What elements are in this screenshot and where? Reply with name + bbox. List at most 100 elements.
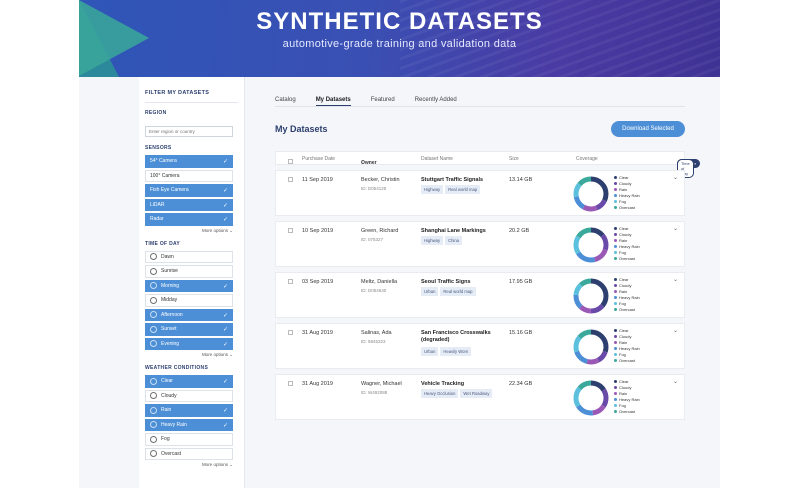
chevron-down-icon[interactable]: ⌄	[672, 226, 678, 232]
dataset-name[interactable]: Stuttgart Traffic Signals	[421, 177, 484, 183]
dataset-size: 20.2 GB	[509, 228, 530, 234]
donut-segment	[573, 227, 609, 263]
legend-item: Fog	[614, 250, 640, 256]
legend-item: Fog	[614, 301, 640, 307]
dataset-name[interactable]: San Francisco Crosswalks (degraded)	[421, 330, 491, 343]
weather-option-heavy-rain[interactable]: Heavy Rain ✓	[145, 418, 233, 431]
legend-item: Heavy Rain	[614, 193, 640, 199]
banner-title: SYNTHETIC DATASETS	[256, 8, 543, 35]
sensor-option-radar[interactable]: Radar ✓	[145, 213, 233, 226]
row-checkbox[interactable]	[288, 330, 293, 337]
chevron-down-icon[interactable]: ⌄	[672, 175, 678, 181]
more-options-weather[interactable]: More options ⌄	[145, 462, 233, 468]
legend-dot	[614, 251, 617, 255]
midday-icon	[150, 296, 157, 304]
legend-label: Cloudy	[619, 181, 632, 186]
row-checkbox[interactable]	[288, 177, 293, 184]
option-label: Midday	[161, 297, 178, 304]
dataset-tag: Wet Roadway	[460, 389, 493, 398]
chevron-down-icon[interactable]: ⌄	[672, 277, 678, 283]
weather-option-overcast[interactable]: Overcast	[145, 447, 233, 460]
row-checkbox[interactable]	[288, 228, 293, 235]
legend-item: Fog	[614, 352, 640, 358]
legend-dot	[614, 278, 617, 282]
check-icon: ✓	[222, 327, 228, 333]
legend-item: Overcast	[614, 205, 640, 211]
option-label: Overcast	[161, 450, 182, 457]
weather-option-rain[interactable]: Rain ✓	[145, 404, 233, 417]
chevron-down-icon[interactable]: ⌄	[672, 328, 678, 334]
time-option-morning[interactable]: Morning ✓	[145, 279, 233, 292]
weather-option-cloudy[interactable]: Cloudy	[145, 389, 233, 402]
legend-dot	[614, 341, 617, 345]
dataset-tag: Real world map	[445, 185, 481, 194]
time-option-midday[interactable]: Midday	[145, 294, 233, 307]
sensor-option-fish-eye-camera[interactable]: Fish Eye Camera ✓	[145, 184, 233, 197]
sensor-option-54-camera[interactable]: 54° Camera ✓	[145, 155, 233, 168]
legend-item: Heavy Rain	[614, 244, 640, 250]
region-input[interactable]	[145, 126, 233, 137]
legend-dot	[614, 188, 617, 192]
more-options-time[interactable]: More options ⌄	[145, 352, 233, 358]
time-option-afternoon[interactable]: Afternoon ✓	[145, 308, 233, 321]
weather-option-clear[interactable]: Clear ✓	[145, 375, 233, 388]
row-checkbox[interactable]	[288, 279, 293, 286]
time-option-evening[interactable]: Evening ✓	[145, 337, 233, 350]
table-row[interactable]: 31 Aug 2019 Wagner, Michael ID: W492088 Veh…	[275, 374, 685, 420]
tab-my-datasets[interactable]: My Datasets	[315, 97, 351, 106]
legend-item: Heavy Rain	[614, 397, 640, 403]
tab-catalog[interactable]: Catalog	[275, 97, 296, 103]
coverage-donut-chart	[573, 329, 609, 365]
check-icon: ✓	[222, 341, 228, 348]
legend-label: Fog	[619, 250, 626, 255]
legend-dot	[614, 233, 617, 237]
dataset-size: 17.95 GB	[509, 279, 533, 285]
purchase-date: 11 Sep 2019	[302, 177, 333, 183]
more-options-sensors[interactable]: More options ⌄	[145, 228, 233, 234]
weather-title: WEATHER CONDITIONS	[145, 365, 209, 371]
row-checkbox[interactable]	[288, 381, 293, 388]
dataset-name[interactable]: Vehicle Tracking	[421, 381, 465, 387]
chevron-down-icon[interactable]: ⌄	[672, 379, 678, 385]
table-row[interactable]: 03 Sep 2019 Meltz, Daniella ID: D054630 Seo…	[275, 272, 685, 318]
sensor-option-100-camera[interactable]: 100° Camera	[145, 169, 233, 182]
option-label: 54° Camera	[150, 158, 177, 165]
table-row[interactable]: 31 Aug 2019 Salinas, Ada ID: 5845323 San Fr…	[275, 323, 685, 369]
legend-item: Overcast	[614, 256, 640, 262]
legend-item: Rain	[614, 391, 640, 397]
legend-label: Clear	[619, 277, 629, 282]
chevron-down-icon: ⌄	[229, 227, 233, 233]
title-row: My Datasets Download Selected	[275, 107, 685, 147]
purchase-date: 03 Sep 2019	[302, 279, 334, 285]
dataset-name[interactable]: Seoul Traffic Signs	[421, 279, 471, 285]
download-selected-button[interactable]: Download Selected	[611, 121, 685, 137]
sensor-option-lidar[interactable]: LiDAR ✓	[145, 198, 233, 211]
dataset-tag: China	[445, 236, 463, 245]
col-dataset-name[interactable]: Dataset Name	[421, 156, 453, 162]
legend-label: Overcast	[619, 256, 636, 261]
time-option-sunrise[interactable]: Sunrise	[145, 265, 233, 278]
donut-segment	[573, 380, 609, 416]
weather-option-fog[interactable]: Fog	[145, 433, 233, 446]
table-row[interactable]: 10 Sep 2019 Green, Richard ID: 075327 Shang…	[275, 221, 685, 267]
main-content: Catalog My Datasets Featured Recently Added…	[275, 77, 701, 420]
legend-dot	[614, 290, 617, 294]
col-purchase-date[interactable]: Purchase Date	[302, 156, 336, 162]
table-header: Purchase Date Owner ↓ Dataset Name Size …	[275, 151, 701, 178]
legend-label: Overcast	[619, 307, 636, 312]
col-size[interactable]: Size	[509, 156, 519, 162]
owner-id: ID: 5845323	[361, 339, 386, 344]
banner-subtitle: automotive-grade training and validation…	[282, 38, 517, 50]
tab-recently-added[interactable]: Recently Added	[414, 97, 457, 103]
coverage-legend: Clear Cloudy Rain Heavy Rain Fog Overcast	[614, 175, 640, 211]
time-option-dawn[interactable]: Dawn	[145, 250, 233, 263]
dataset-size: 15.16 GB	[509, 330, 533, 336]
time-option-sunset[interactable]: Sunset ✓	[145, 323, 233, 336]
dataset-name[interactable]: Shanghai Lane Markings	[421, 228, 486, 234]
tag-list: Urban Heavily Worn	[421, 344, 473, 356]
dataset-tag: Highway	[421, 236, 444, 245]
donut-segment	[573, 380, 609, 416]
coverage-legend: Clear Cloudy Rain Heavy Rain Fog Overcast	[614, 226, 640, 262]
tab-featured[interactable]: Featured	[370, 97, 395, 103]
table-row[interactable]: 11 Sep 2019 Becker, Christin ID: D054125 St…	[275, 170, 685, 216]
